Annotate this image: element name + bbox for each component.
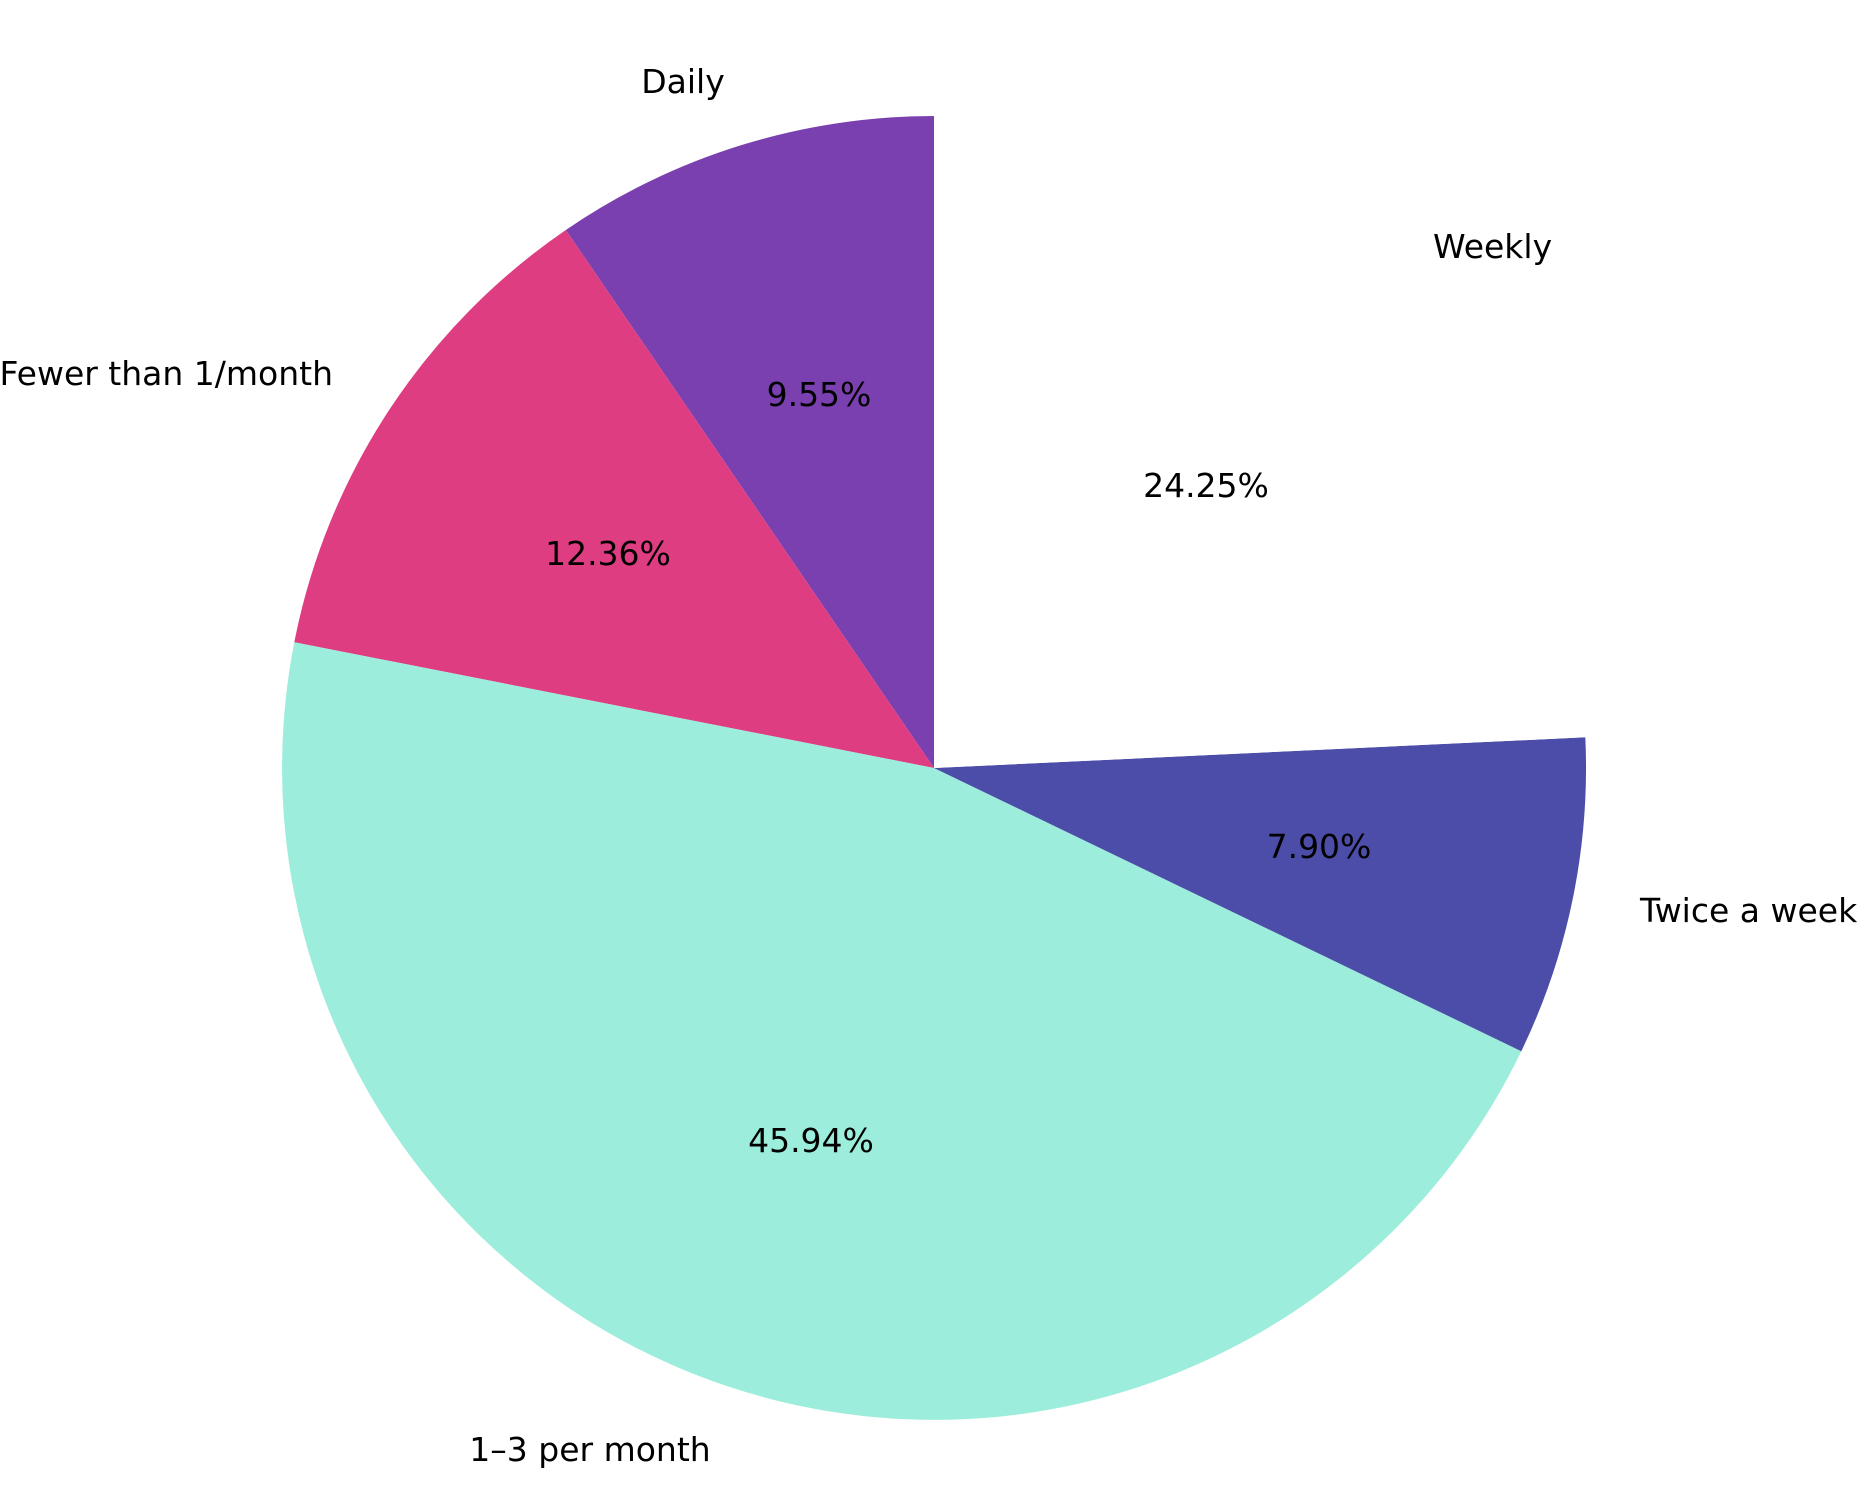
pct-1-3-per-month: 45.94% — [748, 1121, 874, 1160]
slice-fewer-than-1-month — [294, 230, 934, 768]
label-weekly: Weekly — [1433, 227, 1552, 266]
slice-twice-a-week — [934, 737, 1587, 1052]
pct-twice-a-week: 7.90% — [1267, 827, 1372, 866]
pct-weekly: 24.25% — [1143, 466, 1269, 505]
pct-daily: 9.55% — [767, 375, 872, 414]
slice-weekly — [934, 115, 1586, 769]
pct-fewer-than-1-month: 12.36% — [545, 534, 671, 573]
label-fewer-than-1-month: Fewer than 1/month — [0, 354, 333, 393]
label-daily: Daily — [641, 62, 725, 101]
slice-1-3-per-month — [282, 642, 1522, 1420]
label-twice-a-week: Twice a week — [1639, 891, 1858, 930]
label-1-3-per-month: 1–3 per month — [469, 1430, 710, 1469]
slice-daily — [565, 116, 934, 768]
